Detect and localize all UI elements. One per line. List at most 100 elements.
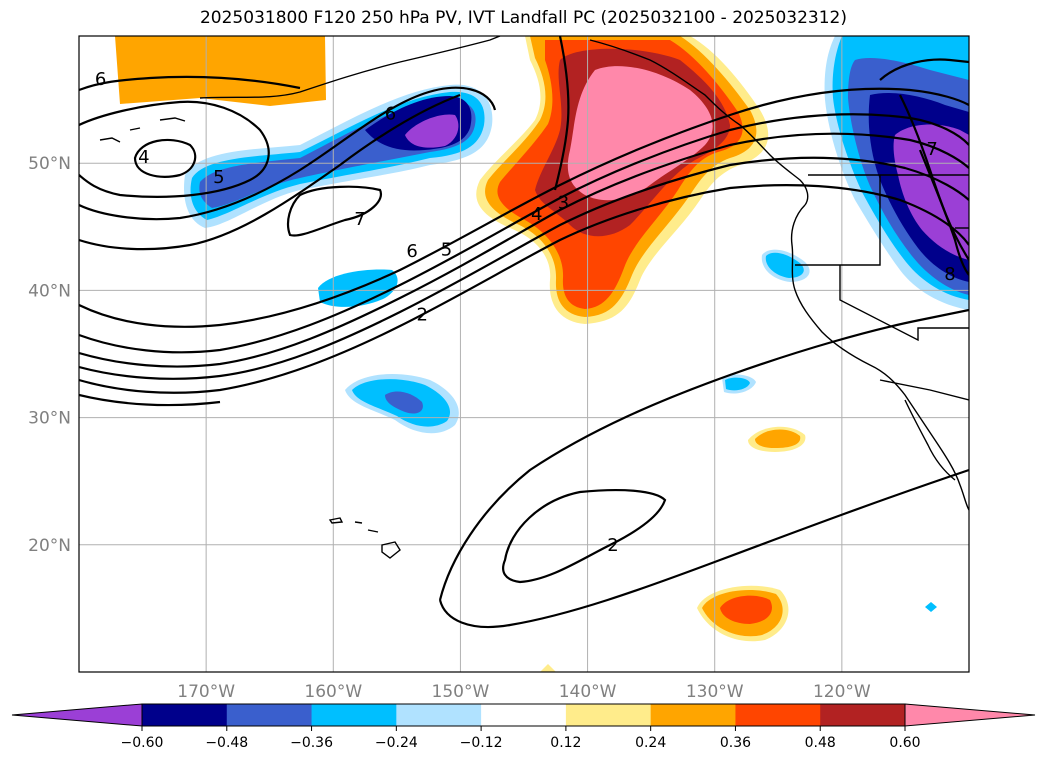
gulf-of-alaska-coast xyxy=(589,39,809,206)
colorbar-tick-label: −0.36 xyxy=(290,735,333,751)
longitude-label: 120°W xyxy=(813,682,871,702)
longitude-label: 170°W xyxy=(177,682,235,702)
contour-line-4-ridge xyxy=(79,132,969,368)
us-mexico-border xyxy=(879,379,969,401)
coastlines xyxy=(99,36,969,559)
us-west-coast xyxy=(790,204,969,511)
baja-california xyxy=(904,399,956,481)
pv-positive-patch-c xyxy=(540,664,556,672)
longitude-label: 150°W xyxy=(432,682,490,702)
colorbar-tick-label: −0.24 xyxy=(375,735,418,751)
contour-label: 4 xyxy=(138,147,149,168)
map-grid xyxy=(79,36,969,672)
colorbar-tick-label: −0.12 xyxy=(460,735,503,751)
latitude-label: 40°N xyxy=(28,281,71,301)
hawaii-maui xyxy=(367,529,379,533)
contour-line-5-ridge xyxy=(79,113,969,354)
pv-positive-patch-nw xyxy=(115,36,326,106)
pv-negative-patch-c xyxy=(765,252,804,278)
contour-line-3-ridge-axis xyxy=(553,36,570,191)
colorbar-segment xyxy=(311,704,397,726)
contour-line-2-south-outer xyxy=(438,308,969,601)
hawaii-big-island xyxy=(381,541,401,559)
contour-label: 8 xyxy=(944,264,955,285)
contour-label: 2 xyxy=(417,305,428,326)
contour-line-east-a xyxy=(879,58,969,81)
state-border-b xyxy=(839,265,969,342)
colorbar-extend-min xyxy=(11,703,143,727)
latitude-label: 50°N xyxy=(28,154,71,174)
colorbar-segment xyxy=(565,704,652,726)
state-border-a xyxy=(795,175,881,266)
colorbar xyxy=(11,703,1036,727)
pv-negative-patch-e xyxy=(925,602,937,612)
colorbar-extend-max xyxy=(904,703,1036,727)
contour-line-2-south-inner xyxy=(438,468,969,629)
colorbar-segment xyxy=(396,704,482,726)
colorbar-segment xyxy=(735,704,821,726)
contour-line-2-ridge xyxy=(79,184,969,394)
pv-negative-patch-d xyxy=(725,377,750,391)
colorbar-tick-label: 0.60 xyxy=(889,735,920,751)
colorbar-tick-label: 0.48 xyxy=(805,735,836,751)
hawaii-kauai xyxy=(328,517,344,524)
longitude-label: 140°W xyxy=(559,682,617,702)
aleutian-island-2 xyxy=(129,127,141,131)
contour-label: 5 xyxy=(213,167,224,188)
pv-positive-patch-a xyxy=(755,429,801,448)
contour-line-5-west xyxy=(79,100,270,198)
contour-line-2-south-closed xyxy=(502,488,667,584)
contour-label: 3 xyxy=(558,193,569,214)
longitude-label: 130°W xyxy=(686,682,744,702)
pv-negative-patch-b-core xyxy=(385,391,423,414)
contour-line-5-north xyxy=(79,93,461,251)
contour-label: 6 xyxy=(406,241,417,262)
contour-label: 5 xyxy=(441,240,452,261)
pv-positive-patch-b-core xyxy=(720,595,772,624)
latitude-labels: 50°N 40°N 30°N 20°N xyxy=(28,154,71,556)
colorbar-tick-label: 0.24 xyxy=(635,735,666,751)
pv-shading xyxy=(115,36,969,672)
latitude-label: 30°N xyxy=(28,409,71,429)
aleutian-island xyxy=(99,137,121,143)
colorbar-segment xyxy=(481,704,567,726)
contour-line-6-nw xyxy=(79,75,301,92)
pv-negative-core-max xyxy=(405,114,459,148)
contour-label: 6 xyxy=(385,104,396,125)
contour-line-7-west xyxy=(286,185,383,237)
colorbar-frame xyxy=(141,703,906,727)
ivt-contours xyxy=(79,36,969,629)
contour-line-east-b xyxy=(899,94,969,261)
longitude-labels: 170°W 160°W 150°W 140°W 130°W 120°W xyxy=(177,682,871,702)
colorbar-segment xyxy=(142,704,228,726)
contour-line-1-west xyxy=(79,393,221,407)
colorbar-tick-label: 0.12 xyxy=(550,735,581,751)
contour-line-4-west xyxy=(133,138,197,178)
colorbar-segment xyxy=(226,704,313,726)
colorbar-segment xyxy=(650,704,736,726)
contour-label: 2 xyxy=(607,535,618,556)
contour-label: 4 xyxy=(531,204,542,225)
contour-line-3-ridge xyxy=(79,156,969,380)
contour-label: 7 xyxy=(354,209,365,230)
colorbar-tick-label: −0.60 xyxy=(121,735,164,751)
latitude-label: 20°N xyxy=(28,536,71,556)
alaska-peninsula-coast xyxy=(199,36,501,99)
longitude-label: 160°W xyxy=(304,682,362,702)
colorbar-tick-labels: −0.60 −0.48 −0.36 −0.24 −0.12 0.12 0.24 0.36 0.4… xyxy=(121,726,921,751)
contour-line-6-ridge xyxy=(79,87,969,328)
colorbar-segment xyxy=(820,704,906,726)
aleutian-island-3 xyxy=(159,117,186,122)
contour-label: 6 xyxy=(95,69,106,90)
map-title: 2025031800 F120 250 hPa PV, IVT Landfall… xyxy=(199,8,847,28)
pv-positive-ridge-max xyxy=(567,66,713,201)
colorbar-tick-label: −0.48 xyxy=(205,735,248,751)
map-frame xyxy=(78,35,970,673)
contour-line-6-north xyxy=(79,86,497,221)
hawaii-oahu xyxy=(354,521,363,524)
contour-line-east-c xyxy=(918,149,969,276)
contour-label: 7 xyxy=(926,139,937,160)
colorbar-tick-label: 0.36 xyxy=(720,735,751,751)
